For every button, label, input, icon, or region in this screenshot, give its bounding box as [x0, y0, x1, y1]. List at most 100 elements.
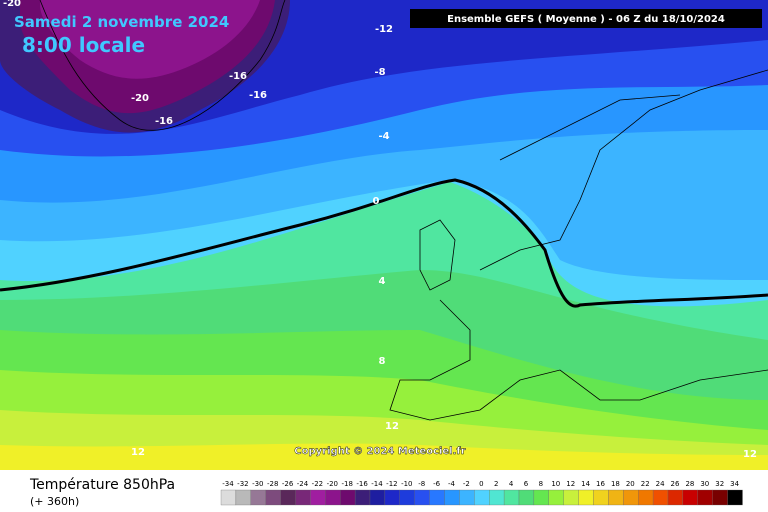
colorbar-label: 12	[566, 480, 575, 488]
contour-label: -4	[378, 131, 389, 142]
colorbar-swatch	[712, 489, 728, 506]
colorbar-label: -24	[297, 480, 309, 488]
colorbar-swatch	[652, 489, 669, 506]
colorbar-label: 14	[581, 480, 590, 488]
band	[40, 0, 260, 79]
europe-coast	[479, 69, 768, 271]
colorbar-swatch	[608, 489, 624, 506]
contour-label: -16	[155, 116, 173, 127]
colorbar-label: 18	[611, 480, 620, 488]
colorbar-label: -28	[267, 480, 278, 488]
colorbar-label: -6	[433, 480, 441, 488]
contour-label: 12	[743, 449, 757, 460]
footer-lead: (+ 360h)	[30, 495, 79, 508]
colorbar: -34 -32 -30 -28 -26 -24 -22 -20 -18 -16 -14 -12 -10-…	[220, 480, 743, 506]
colorbar-label: -34	[222, 480, 234, 488]
run: Ensemble GEFS ( Moyenne ) - 06 Z du 18/1…	[447, 14, 725, 25]
colorbar-label: 22	[641, 480, 650, 488]
colorbar-swatch	[474, 489, 490, 506]
colorbar-swatch	[340, 489, 356, 506]
colorbar-label: 4	[509, 480, 514, 488]
colorbar-label: 30	[700, 480, 709, 488]
colorbar-swatch	[578, 489, 594, 506]
contour-labels: -20 -12 -8 -16 -16 -20 -16 -4 0 4 8 12 1…	[3, 0, 757, 460]
colorbar-swatch	[444, 489, 460, 506]
band	[0, 443, 768, 470]
contour-label: -20	[3, 0, 21, 9]
colorbar-label: -16	[356, 480, 368, 488]
colorbar-swatch	[325, 489, 341, 506]
colorbar-swatch	[310, 489, 326, 506]
colorbar-swatch	[295, 489, 311, 506]
colorbar-label: -2	[463, 480, 470, 488]
colorbar-label: 0	[479, 480, 483, 488]
colorbar-label: -32	[237, 480, 248, 488]
colorbar-label: 16	[596, 480, 605, 488]
colorbar-label: -22	[312, 480, 323, 488]
colorbar-swatch	[623, 489, 639, 506]
temperature-field	[0, 0, 768, 470]
colorbar-swatch	[369, 489, 386, 506]
colorbar-label: -10	[401, 480, 412, 488]
colorbar-label: 28	[685, 480, 694, 488]
colorbar-swatch	[563, 489, 579, 506]
contour-label: -12	[375, 24, 393, 35]
colorbar-swatch	[638, 489, 654, 506]
colorbar-swatch	[489, 489, 505, 506]
colorbar-swatch	[354, 489, 371, 506]
copyright: Copyright © 2024 Meteociel.fr	[294, 446, 465, 457]
colorbar-label: -12	[386, 480, 397, 488]
colorbar-swatch	[503, 489, 520, 506]
date: Samedi 2 novembre 2024	[14, 13, 229, 31]
colorbar-swatch	[399, 489, 415, 506]
contour-label: 12	[131, 447, 145, 458]
colorbar-label: 20	[626, 480, 635, 488]
contour-label: -16	[229, 71, 247, 82]
colorbar-label: -26	[282, 480, 294, 488]
coastlines	[39, 0, 768, 421]
colorbar-swatch	[727, 489, 743, 506]
colorbar-label: 8	[539, 480, 543, 488]
colorbar-label: -30	[252, 480, 263, 488]
colorbar-swatch	[220, 489, 237, 506]
greenland-coast	[39, 0, 286, 131]
britain-coast	[419, 219, 456, 291]
colorbar-label: -8	[418, 480, 425, 488]
contour-label: -20	[131, 93, 149, 104]
colorbar-label: 24	[656, 480, 665, 488]
colorbar-swatch	[265, 489, 281, 506]
colorbar-swatch	[429, 489, 445, 506]
colorbar-swatch	[667, 489, 684, 506]
colorbar-swatch	[235, 489, 251, 506]
colorbar-label: 2	[494, 480, 498, 488]
colorbar-swatch	[384, 489, 400, 506]
colorbar-label: 34	[730, 480, 739, 488]
footer-title: Température 850hPa	[29, 477, 175, 493]
run-box	[410, 9, 762, 28]
contour-label: 8	[379, 356, 386, 367]
scandinavia-coast	[499, 94, 681, 161]
contour-label: 4	[379, 276, 386, 287]
colorbar-label: -4	[448, 480, 456, 488]
colorbar-swatch	[548, 489, 564, 506]
colorbar-label: 10	[551, 480, 560, 488]
colorbar-label: -18	[341, 480, 352, 488]
contour-label: 12	[385, 421, 399, 432]
colorbar-label: 32	[715, 480, 724, 488]
colorbar-swatch	[250, 489, 266, 506]
colorbar-swatch	[682, 489, 698, 506]
contour-label: -16	[249, 90, 267, 101]
colorbar-label: -20	[327, 480, 338, 488]
colorbar-swatch	[518, 489, 535, 506]
colorbar-swatch	[593, 489, 609, 506]
colorbar-label: 6	[524, 480, 529, 488]
colorbar-swatch	[414, 489, 430, 506]
colorbar-swatch	[697, 489, 713, 506]
contour-label: -8	[374, 67, 385, 78]
time: 8:00 locale	[22, 33, 145, 57]
zero-isotherm	[0, 178, 768, 308]
colorbar-swatch	[459, 489, 475, 506]
colorbar-label: 26	[671, 480, 680, 488]
